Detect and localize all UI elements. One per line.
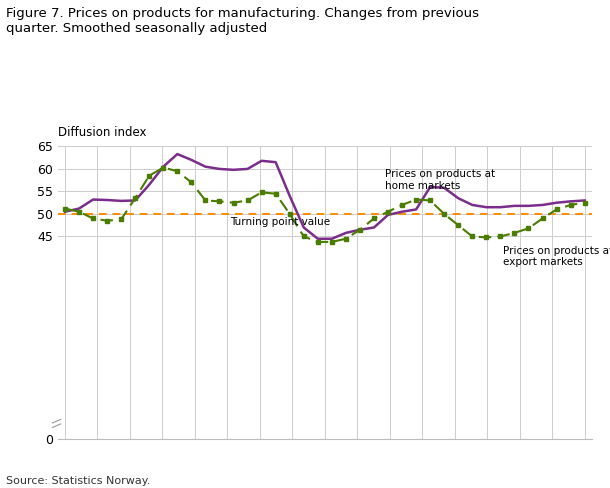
Text: Turning point value: Turning point value <box>231 217 331 227</box>
Text: Diffusion index: Diffusion index <box>58 126 146 139</box>
Text: Prices on products at
export markets: Prices on products at export markets <box>503 245 610 267</box>
Text: Source: Statistics Norway.: Source: Statistics Norway. <box>6 476 151 486</box>
Text: Prices on products at
home markets: Prices on products at home markets <box>386 169 495 191</box>
Text: Figure 7. Prices on products for manufacturing. Changes from previous
quarter. S: Figure 7. Prices on products for manufac… <box>6 7 479 35</box>
